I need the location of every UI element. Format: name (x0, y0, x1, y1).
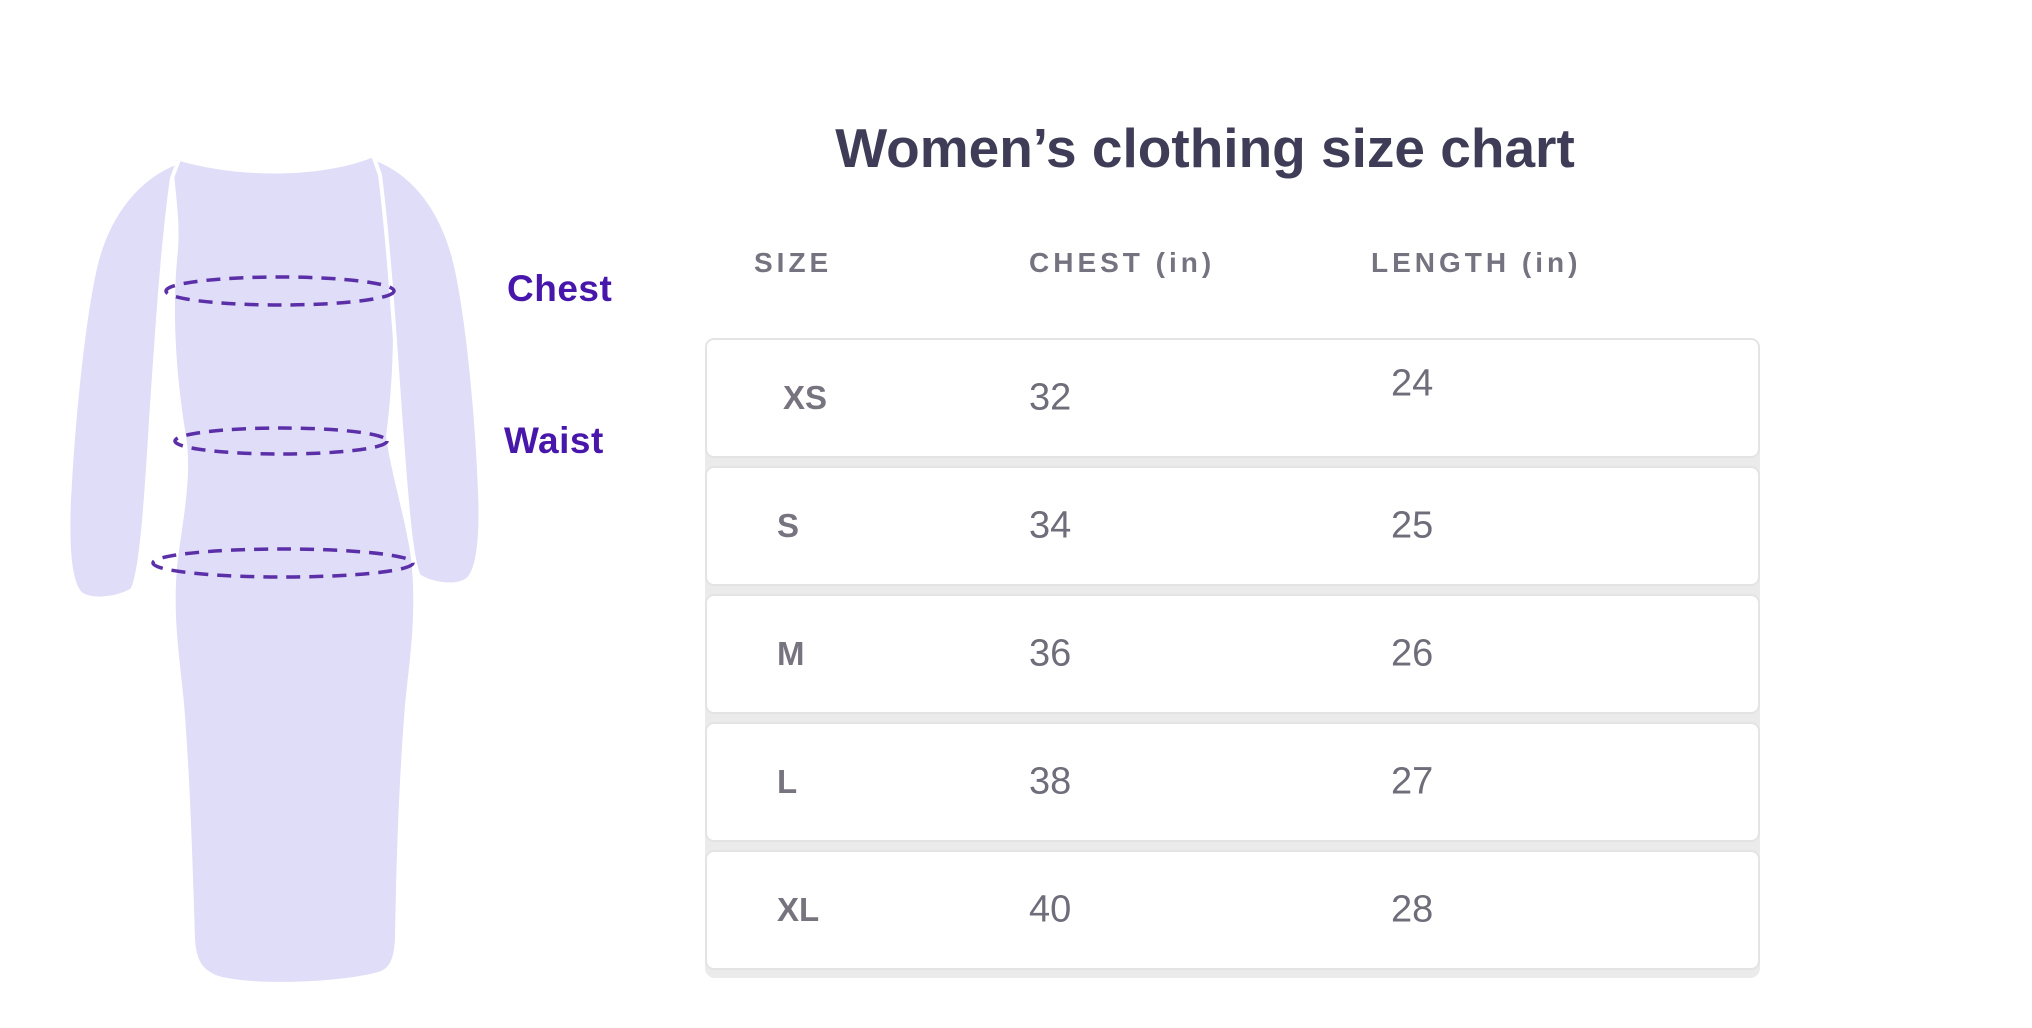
size-value: M (777, 635, 805, 672)
table-row-xs: XS 32 24 (705, 338, 1760, 458)
chest-value: 36 (1029, 632, 1072, 675)
dress-body-shape (174, 157, 414, 982)
dress-left-sleeve (66, 158, 182, 601)
size-value: S (777, 507, 800, 544)
column-header-size: SIZE (754, 247, 833, 278)
waist-measurement-line (173, 426, 389, 456)
table-row-m: M 36 26 (705, 594, 1760, 714)
chest-value: 34 (1029, 504, 1072, 547)
column-header-chest: CHEST (in) (1029, 247, 1216, 278)
table-row-xl: XL 40 28 (705, 850, 1760, 970)
chest-label: Chest (507, 268, 613, 309)
length-value: 26 (1391, 632, 1434, 675)
dress-right-sleeve (370, 154, 483, 587)
size-value: L (777, 763, 798, 800)
length-value: 24 (1391, 362, 1434, 405)
column-header-length: LENGTH (in) (1371, 247, 1582, 278)
waist-label: Waist (504, 420, 604, 461)
dress-illustration (66, 154, 483, 982)
chest-measurement-line (164, 275, 396, 307)
size-table: XS 32 24 S 34 25 M 36 26 L 38 27 XL 40 2… (705, 338, 1760, 978)
length-value: 25 (1391, 504, 1434, 547)
table-row-s: S 34 25 (705, 466, 1760, 586)
table-row-l: L 38 27 (705, 722, 1760, 842)
chest-value: 32 (1029, 376, 1072, 419)
size-value: XS (783, 379, 828, 416)
size-value: XL (777, 891, 820, 928)
length-value: 27 (1391, 760, 1434, 803)
chest-value: 40 (1029, 888, 1072, 931)
page-title: Women’s clothing size chart (835, 117, 1575, 179)
table-header-row: SIZE CHEST (in) LENGTH (in) (705, 247, 1760, 283)
hip-measurement-line (151, 547, 415, 579)
length-value: 28 (1391, 888, 1434, 931)
chest-value: 38 (1029, 760, 1072, 803)
